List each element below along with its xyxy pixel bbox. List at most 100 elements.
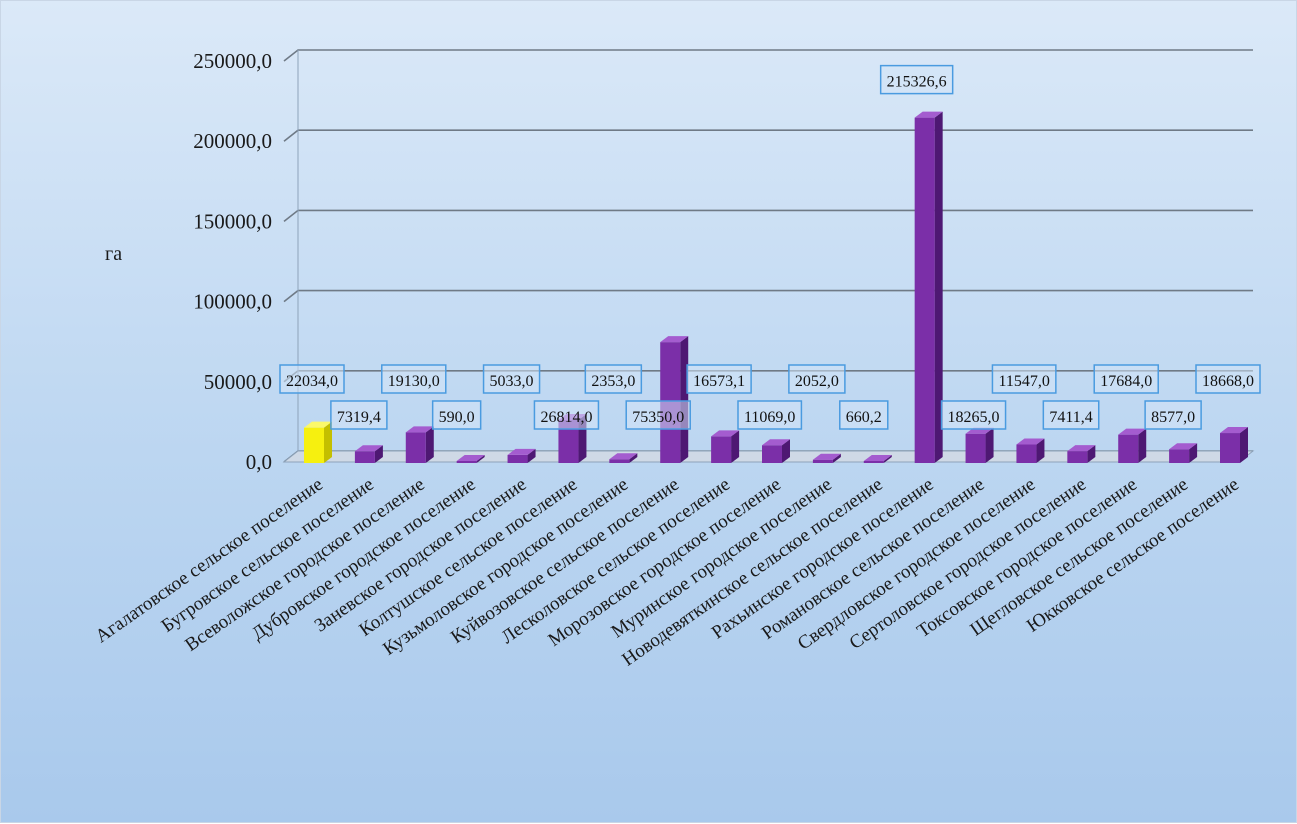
data-label: 215326,6 xyxy=(879,64,954,95)
bar xyxy=(812,453,841,463)
bar-side xyxy=(832,453,841,463)
data-label: 2353,0 xyxy=(584,364,643,394)
data-label-text: 18265,0 xyxy=(948,409,1000,426)
y-tick-label: 150000,0 xyxy=(193,209,272,233)
data-label-text: 2353,0 xyxy=(591,373,635,390)
bar-side xyxy=(324,421,332,463)
data-label: 11547,0 xyxy=(991,364,1057,394)
bar xyxy=(1220,427,1248,463)
bar-top xyxy=(1220,427,1248,434)
data-label: 19130,0 xyxy=(381,364,447,394)
bar-front xyxy=(863,461,884,463)
data-label-box xyxy=(279,364,345,394)
y-tick-label: 250000,0 xyxy=(193,49,272,73)
data-label-box xyxy=(991,364,1057,394)
bar-top xyxy=(1067,445,1096,452)
bar-top xyxy=(609,453,638,460)
bar-front xyxy=(609,459,630,463)
data-label-box xyxy=(533,400,600,430)
y-axis-label: га xyxy=(105,243,122,265)
data-label: 590,0 xyxy=(431,400,482,430)
data-label: 7319,4 xyxy=(330,400,388,430)
bar-front xyxy=(1016,444,1037,463)
bar-top xyxy=(914,111,943,118)
bar-front xyxy=(812,459,833,463)
bar-top xyxy=(762,439,790,446)
bar-front xyxy=(1067,451,1088,463)
data-label: 16573,1 xyxy=(686,364,752,394)
gridline xyxy=(283,289,1253,303)
bar-side xyxy=(629,453,638,463)
bar xyxy=(507,448,536,463)
data-label: 18668,0 xyxy=(1195,364,1261,394)
data-label-text: 11547,0 xyxy=(998,373,1049,390)
bar-top xyxy=(354,445,383,452)
data-label-box xyxy=(381,364,447,394)
gridline xyxy=(283,129,1253,142)
gridline xyxy=(283,49,1253,62)
bar-front xyxy=(558,419,579,463)
data-label-text: 660,2 xyxy=(846,409,882,426)
data-label: 26814,0 xyxy=(533,400,600,430)
bar xyxy=(762,439,790,463)
bar xyxy=(1169,443,1198,463)
data-label: 17684,0 xyxy=(1093,364,1159,394)
bar-front xyxy=(507,454,528,463)
bar-top xyxy=(1169,443,1198,450)
data-label-text: 16573,1 xyxy=(693,373,745,390)
data-label-text: 11069,0 xyxy=(744,409,795,426)
data-label: 75350,0 xyxy=(625,400,691,430)
bar-front xyxy=(304,427,324,463)
bar-side xyxy=(1036,438,1045,463)
bar-top xyxy=(660,336,689,343)
bar-side xyxy=(374,445,383,463)
data-label: 7411,4 xyxy=(1042,400,1100,430)
bar-side xyxy=(1087,445,1096,463)
data-label-box xyxy=(431,400,482,430)
data-label-text: 75350,0 xyxy=(632,409,684,426)
bar-front xyxy=(965,433,986,463)
bar xyxy=(456,455,485,463)
data-label-box xyxy=(788,364,846,394)
bar-side xyxy=(731,430,740,463)
bar-side xyxy=(425,426,434,463)
bar xyxy=(965,427,994,463)
bar-top xyxy=(304,421,332,428)
data-label-text: 215326,6 xyxy=(887,74,947,91)
bar-front xyxy=(1220,433,1240,463)
bar-front xyxy=(405,432,426,463)
y-tick-label: 100000,0 xyxy=(193,290,272,314)
data-label-box xyxy=(940,400,1007,430)
data-label: 660,2 xyxy=(839,400,889,430)
bar-front xyxy=(914,117,935,463)
bar-top xyxy=(863,455,892,461)
data-label: 22034,0 xyxy=(279,364,345,394)
gridline xyxy=(283,209,1253,223)
bar-top xyxy=(1118,428,1147,435)
data-label: 5033,0 xyxy=(482,364,541,394)
data-label: 8577,0 xyxy=(1144,400,1202,430)
data-label-text: 26814,0 xyxy=(540,409,592,426)
bar-side xyxy=(527,448,536,463)
y-tick-label: 200000,0 xyxy=(193,129,272,153)
bar-top xyxy=(1016,438,1045,445)
bar-side xyxy=(1240,427,1248,463)
data-label: 2052,0 xyxy=(788,364,846,394)
bar-side xyxy=(985,427,994,463)
bar-top xyxy=(812,453,841,460)
data-label-box xyxy=(584,364,643,394)
data-label-text: 7319,4 xyxy=(337,409,381,426)
bar-top xyxy=(711,430,740,437)
data-label-text: 22034,0 xyxy=(286,373,338,390)
bar-front xyxy=(354,451,375,463)
bar-side xyxy=(476,455,485,463)
data-label-box xyxy=(879,64,954,95)
bar-front xyxy=(762,445,782,463)
bar xyxy=(1118,428,1147,463)
data-label-box xyxy=(330,400,388,430)
data-label: 11069,0 xyxy=(737,400,803,430)
data-label-text: 5033,0 xyxy=(490,373,534,390)
bar xyxy=(1067,445,1096,463)
